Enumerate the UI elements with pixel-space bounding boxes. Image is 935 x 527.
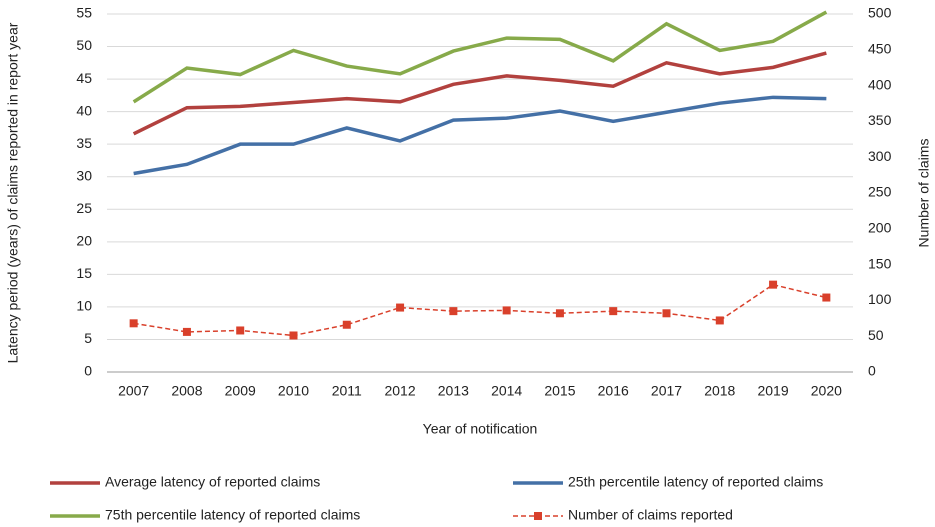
x-axis-title: Year of notification (423, 421, 538, 437)
y2-tick-label: 0 (868, 363, 876, 379)
series-line (133, 95, 827, 176)
legend-label: Number of claims reported (568, 507, 733, 523)
x-tick-label: 2013 (438, 383, 469, 399)
y2-tick-label: 200 (868, 220, 892, 236)
series-marker (182, 327, 191, 336)
series-line (132, 51, 827, 136)
series-marker (662, 309, 671, 318)
series-line (133, 283, 827, 337)
y2-axis-title: Number of claims (916, 139, 932, 248)
y-tick-label: 50 (76, 37, 92, 53)
series-marker (396, 303, 405, 312)
x-tick-label: 2014 (491, 383, 522, 399)
y2-tick-label: 400 (868, 76, 892, 92)
x-tick-label: 2008 (171, 383, 202, 399)
x-tick-label: 2015 (544, 383, 575, 399)
y-tick-label: 5 (84, 330, 92, 346)
x-tick-label: 2020 (811, 383, 842, 399)
y2-tick-label: 500 (868, 5, 892, 21)
series-marker (236, 326, 245, 335)
legend-marker (534, 512, 542, 520)
x-tick-label: 2017 (651, 383, 682, 399)
legend-label: 25th percentile latency of reported clai… (568, 474, 823, 490)
x-tick-label: 2010 (278, 383, 309, 399)
x-tick-label: 2018 (704, 383, 735, 399)
series-marker (129, 319, 138, 328)
y2-tick-label: 50 (868, 327, 884, 343)
x-tick-label: 2007 (118, 383, 149, 399)
series-marker (502, 306, 511, 315)
y2-tick-label: 150 (868, 255, 892, 271)
y-axis-title: Latency period (years) of claims reporte… (5, 22, 21, 363)
legend-label: Average latency of reported claims (105, 474, 320, 490)
x-tick-label: 2011 (332, 383, 362, 399)
legend-label: 75th percentile latency of reported clai… (105, 507, 360, 523)
y-tick-label: 15 (76, 265, 92, 281)
series-marker (715, 316, 724, 325)
series-marker (822, 293, 831, 302)
x-tick-label: 2012 (384, 383, 415, 399)
x-tick-label: 2016 (598, 383, 629, 399)
y-tick-label: 30 (76, 167, 92, 183)
series-marker (769, 280, 778, 289)
y2-tick-label: 100 (868, 291, 892, 307)
series-marker (609, 307, 618, 316)
y-tick-label: 10 (76, 298, 92, 314)
y-tick-label: 45 (76, 70, 92, 86)
y-tick-label: 0 (84, 363, 92, 379)
y2-tick-label: 350 (868, 112, 892, 128)
series-marker (555, 309, 564, 318)
y-tick-label: 55 (76, 5, 92, 21)
y-tick-label: 40 (76, 102, 92, 118)
x-tick-label: 2019 (757, 383, 788, 399)
y-tick-label: 35 (76, 135, 92, 151)
y-tick-label: 20 (76, 233, 92, 249)
series-marker (289, 331, 298, 340)
x-tick-label: 2009 (225, 383, 256, 399)
y2-tick-label: 450 (868, 41, 892, 57)
y-tick-label: 25 (76, 200, 92, 216)
series-marker (449, 307, 458, 316)
y2-tick-label: 250 (868, 184, 892, 200)
series-marker (342, 320, 351, 329)
series-line (132, 10, 828, 104)
y2-tick-label: 300 (868, 148, 892, 164)
